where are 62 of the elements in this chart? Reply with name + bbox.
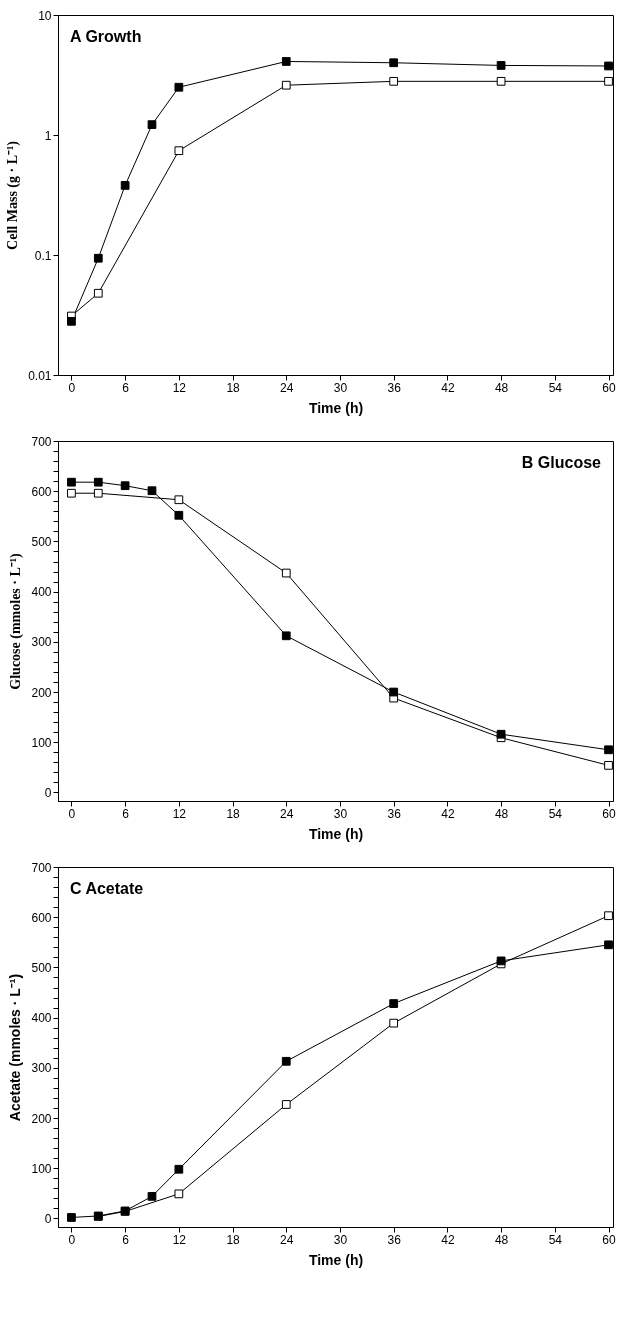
x-tick-label: 6 bbox=[122, 806, 130, 821]
x-tick-label: 24 bbox=[280, 380, 294, 395]
x-tick-label: 48 bbox=[494, 380, 509, 395]
x-tick-label: 48 bbox=[494, 1232, 509, 1247]
y-tick-label: 0.01 bbox=[28, 368, 52, 383]
text: C Acetate bbox=[70, 880, 144, 897]
y-axis-title: Cell Mass (g · L⁻¹) bbox=[5, 140, 22, 250]
x-tick-label: 36 bbox=[387, 806, 402, 821]
y-tick-label: 400 bbox=[31, 585, 52, 600]
x-tick-label: 60 bbox=[602, 1232, 617, 1247]
x-tick-label: 36 bbox=[387, 380, 402, 395]
y-tick-label: 100 bbox=[31, 735, 52, 750]
y-tick-label: 300 bbox=[31, 635, 52, 650]
x-tick-label: 24 bbox=[280, 1232, 294, 1247]
y-tick-label: 300 bbox=[31, 1061, 52, 1076]
x-tick-label: 18 bbox=[226, 1232, 241, 1247]
x-tick-label: 0 bbox=[68, 806, 76, 821]
y-tick-label: 0.1 bbox=[34, 248, 52, 263]
x-tick-label: 54 bbox=[548, 1232, 563, 1247]
y-tick-label: 0 bbox=[44, 1211, 52, 1226]
y-tick-label: 600 bbox=[31, 910, 52, 925]
y-tick-label: 200 bbox=[31, 685, 52, 700]
y-tick-label: 500 bbox=[31, 960, 52, 975]
y-tick-label: 500 bbox=[31, 534, 52, 549]
y-tick-label: 600 bbox=[31, 484, 52, 499]
x-tick-label: 6 bbox=[122, 1232, 130, 1247]
x-tick-label: 6 bbox=[122, 380, 130, 395]
x-tick-label: 36 bbox=[387, 1232, 402, 1247]
x-tick-label: 30 bbox=[333, 806, 348, 821]
x-tick-label: 12 bbox=[172, 1232, 187, 1247]
x-tick-label: 54 bbox=[548, 806, 563, 821]
x-tick-label: 30 bbox=[333, 380, 348, 395]
y-tick-label: 700 bbox=[31, 434, 52, 449]
y-tick-label: 200 bbox=[31, 1111, 52, 1126]
x-tick-label: 42 bbox=[441, 380, 455, 395]
x-tick-label: 48 bbox=[494, 806, 509, 821]
y-tick-label: 10 bbox=[38, 8, 52, 23]
y-tick-label: 100 bbox=[31, 1161, 52, 1176]
x-tick-label: 60 bbox=[602, 806, 617, 821]
x-tick-label: 12 bbox=[172, 806, 187, 821]
x-tick-label: 0 bbox=[68, 380, 76, 395]
x-tick-label: 42 bbox=[441, 806, 455, 821]
text: A Growth bbox=[70, 28, 142, 45]
x-tick-label: 12 bbox=[172, 380, 187, 395]
x-tick-label: 54 bbox=[548, 380, 563, 395]
x-tick-label: 30 bbox=[333, 1232, 348, 1247]
y-tick-label: 1 bbox=[44, 128, 52, 143]
x-axis-title: Time (h) bbox=[308, 399, 364, 416]
x-tick-label: 18 bbox=[226, 806, 241, 821]
y-tick-label: 700 bbox=[31, 860, 52, 875]
x-tick-label: 0 bbox=[68, 1232, 76, 1247]
x-tick-label: 42 bbox=[441, 1232, 455, 1247]
x-tick-label: 60 bbox=[602, 380, 617, 395]
x-axis-title: Time (h) bbox=[308, 1251, 364, 1268]
y-tick-label: 400 bbox=[31, 1011, 52, 1026]
x-axis-title: Time (h) bbox=[308, 825, 364, 842]
x-tick-label: 18 bbox=[226, 380, 241, 395]
y-axis-title: Acetate (mmoles · L⁻¹) bbox=[7, 973, 24, 1122]
text: B Glucose bbox=[521, 454, 602, 471]
y-tick-label: 0 bbox=[44, 785, 52, 800]
x-tick-label: 24 bbox=[280, 806, 294, 821]
y-axis-title: Glucose (mmoles · L⁻¹) bbox=[8, 553, 25, 690]
